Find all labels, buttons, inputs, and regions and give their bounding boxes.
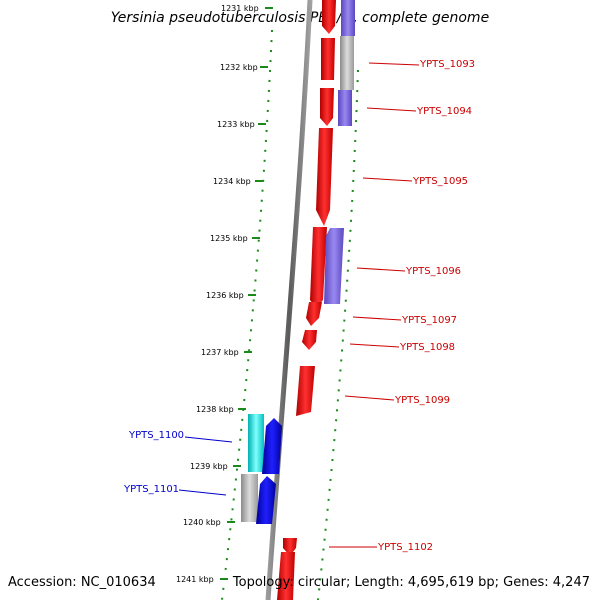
tick-label: 1240 kbp	[183, 518, 221, 527]
tick-label: 1239 kbp	[190, 462, 228, 471]
cds-block[interactable]	[338, 90, 352, 126]
tick-guide-arc	[221, 29, 273, 600]
cds-arrow[interactable]	[262, 418, 282, 474]
tick-label: 1238 kbp	[196, 405, 234, 414]
gene-label-ypts-1101[interactable]: YPTS_1101	[123, 484, 179, 495]
left-leader-lines	[178, 436, 233, 496]
cds-arrow[interactable]	[283, 538, 297, 556]
cds-arrow[interactable]	[320, 88, 334, 126]
gene-label-ypts-1098[interactable]: YPTS_1098	[399, 342, 455, 353]
right-leader-lines	[329, 62, 420, 548]
cds-arrow[interactable]	[306, 302, 322, 326]
tick-marks	[220, 7, 273, 580]
right-gene-labels: YPTS_1093 YPTS_1094 YPTS_1095 YPTS_1096 …	[377, 59, 475, 553]
cds-block[interactable]	[241, 474, 258, 522]
cds-block[interactable]	[248, 414, 264, 472]
gene-label-ypts-1093[interactable]: YPTS_1093	[419, 59, 475, 70]
tick-labels: 1231 kbp 1232 kbp 1233 kbp 1234 kbp 1235…	[176, 4, 259, 584]
tick-label: 1235 kbp	[210, 234, 248, 243]
gene-label-ypts-1099[interactable]: YPTS_1099	[394, 395, 450, 406]
tick-label: 1233 kbp	[217, 120, 255, 129]
cds-arrow[interactable]	[256, 476, 276, 524]
tick-label: 1236 kbp	[206, 291, 244, 300]
tick-label: 1234 kbp	[213, 177, 251, 186]
cds-block[interactable]	[341, 0, 355, 36]
forward-cds-track	[277, 0, 336, 600]
cds-arrow[interactable]	[316, 128, 333, 226]
genome-summary-text: Topology: circular; Length: 4,695,619 bp…	[232, 575, 590, 590]
gene-label-ypts-1095[interactable]: YPTS_1095	[412, 176, 468, 187]
gene-label-ypts-1100[interactable]: YPTS_1100	[128, 430, 184, 441]
cds-arrow[interactable]	[277, 552, 295, 600]
tick-label: 1237 kbp	[201, 348, 239, 357]
gene-label-ypts-1094[interactable]: YPTS_1094	[416, 106, 472, 117]
gene-label-ypts-1096[interactable]: YPTS_1096	[405, 266, 461, 277]
cds-arrow[interactable]	[322, 0, 336, 34]
gene-label-ypts-1102[interactable]: YPTS_1102	[377, 542, 433, 553]
cds-arrow[interactable]	[302, 330, 317, 350]
map-title: Yersinia pseudotuberculosis PB1/+, compl…	[110, 10, 490, 26]
gene-label-ypts-1097[interactable]: YPTS_1097	[401, 315, 457, 326]
tick-label: 1241 kbp	[176, 575, 214, 584]
tick-label: 1231 kbp	[221, 4, 259, 13]
genome-backbone	[265, 0, 313, 600]
cds-block[interactable]	[340, 36, 354, 90]
cds-arrow[interactable]	[296, 366, 315, 416]
reverse-cds-track-left	[241, 414, 282, 524]
cds-arrow[interactable]	[321, 38, 335, 80]
accession-text: Accession: NC_010634	[8, 575, 156, 590]
cds-arrow[interactable]	[324, 228, 344, 304]
cds-arrow[interactable]	[310, 227, 327, 308]
reverse-cds-track-right	[324, 0, 355, 304]
tick-label: 1232 kbp	[220, 63, 258, 72]
left-gene-labels: YPTS_1100 YPTS_1101	[123, 430, 184, 495]
